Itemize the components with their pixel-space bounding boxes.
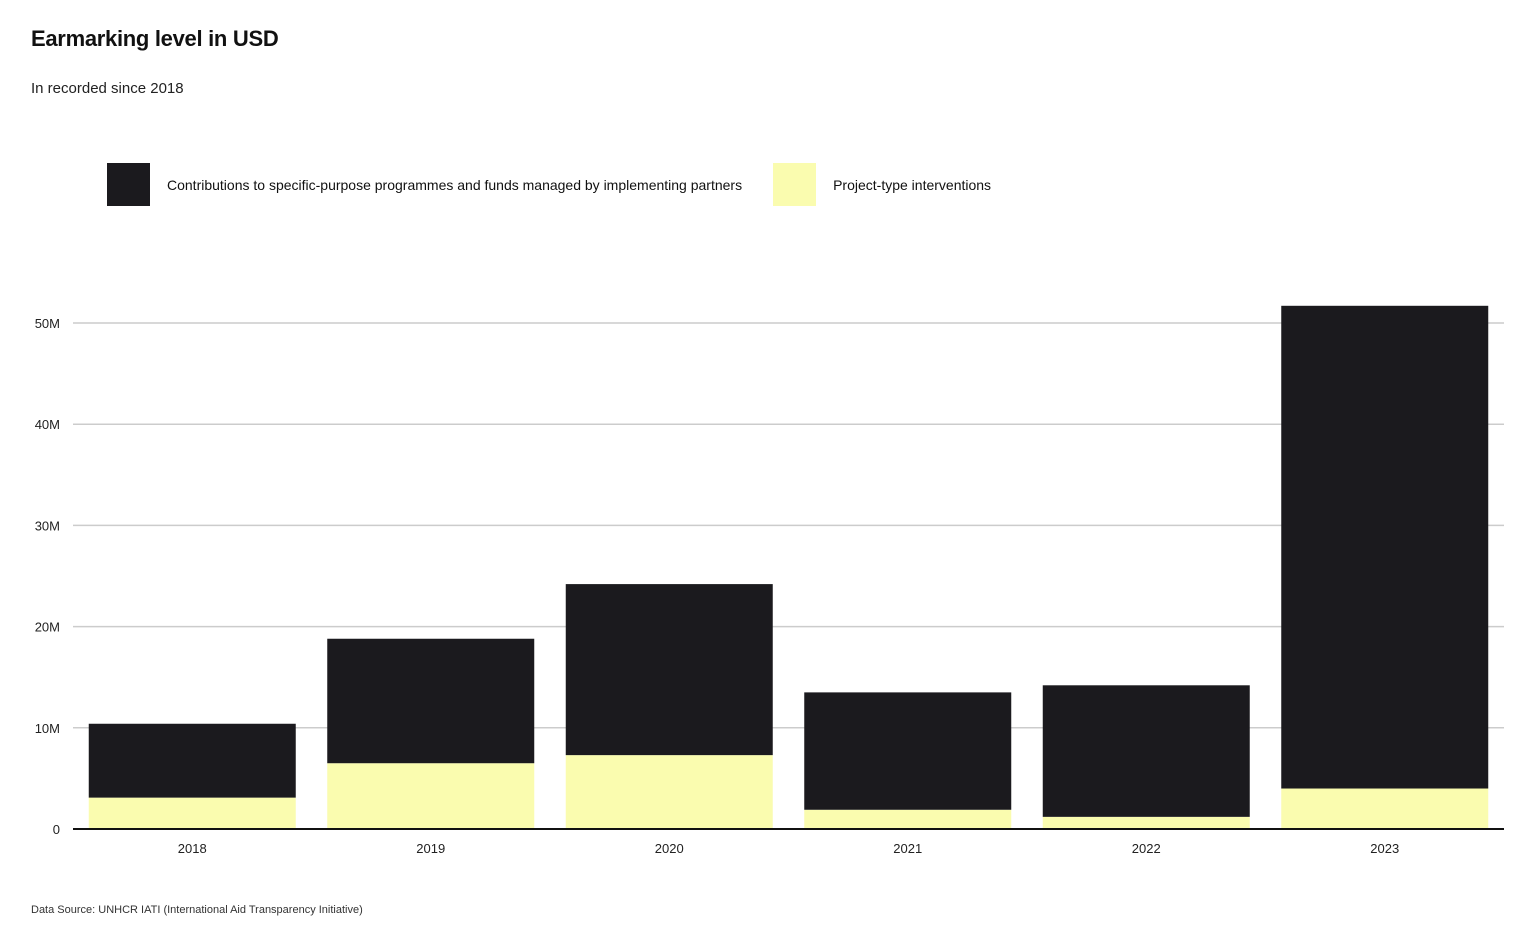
x-tick-label: 2020 bbox=[655, 841, 684, 856]
bar-chart: 0 10M 20M 30M 40M 50M 2018 2019 2020 2021 2022 2023 bbox=[35, 305, 1504, 856]
bar-segment-project bbox=[88, 797, 296, 829]
x-tick-label: 2021 bbox=[893, 841, 922, 856]
x-tick-label: 2023 bbox=[1370, 841, 1399, 856]
y-tick-label: 50M bbox=[35, 316, 60, 331]
bar-segment-contributions bbox=[327, 638, 535, 764]
bar-segment-contributions bbox=[565, 584, 773, 756]
legend-label-project: Project-type interventions bbox=[833, 176, 992, 193]
bar-segment-project bbox=[1281, 788, 1489, 829]
bar-segment-contributions bbox=[88, 723, 296, 798]
bar-segment-contributions bbox=[1281, 305, 1489, 789]
legend-item-project: Project-type interventions bbox=[773, 163, 991, 206]
bar-segment-project bbox=[804, 809, 1012, 829]
legend: Contributions to specific-purpose progra… bbox=[107, 163, 1022, 206]
bar-segment-contributions bbox=[804, 692, 1012, 810]
y-tick-label: 40M bbox=[35, 417, 60, 432]
chart-title: Earmarking level in USD bbox=[31, 26, 279, 51]
y-tick-label: 20M bbox=[35, 620, 60, 635]
x-tick-label: 2022 bbox=[1132, 841, 1161, 856]
legend-item-contributions: Contributions to specific-purpose progra… bbox=[107, 163, 742, 206]
chart-subtitle: In recorded since 2018 bbox=[31, 80, 184, 97]
data-source-note: Data Source: UNHCR IATI (International A… bbox=[31, 904, 363, 916]
legend-swatch-contributions bbox=[107, 163, 150, 206]
bar-segment-project bbox=[565, 755, 773, 829]
bar-segment-project bbox=[1042, 816, 1250, 829]
bar-segment-project bbox=[327, 763, 535, 829]
bar-segment-contributions bbox=[1042, 685, 1250, 817]
y-tick-label: 0 bbox=[53, 822, 60, 837]
y-tick-label: 10M bbox=[35, 721, 60, 736]
legend-swatch-project bbox=[773, 163, 817, 206]
legend-label-contributions: Contributions to specific-purpose progra… bbox=[167, 176, 743, 193]
y-tick-label: 30M bbox=[35, 518, 60, 533]
x-tick-label: 2019 bbox=[416, 841, 445, 856]
x-tick-label: 2018 bbox=[178, 841, 207, 856]
